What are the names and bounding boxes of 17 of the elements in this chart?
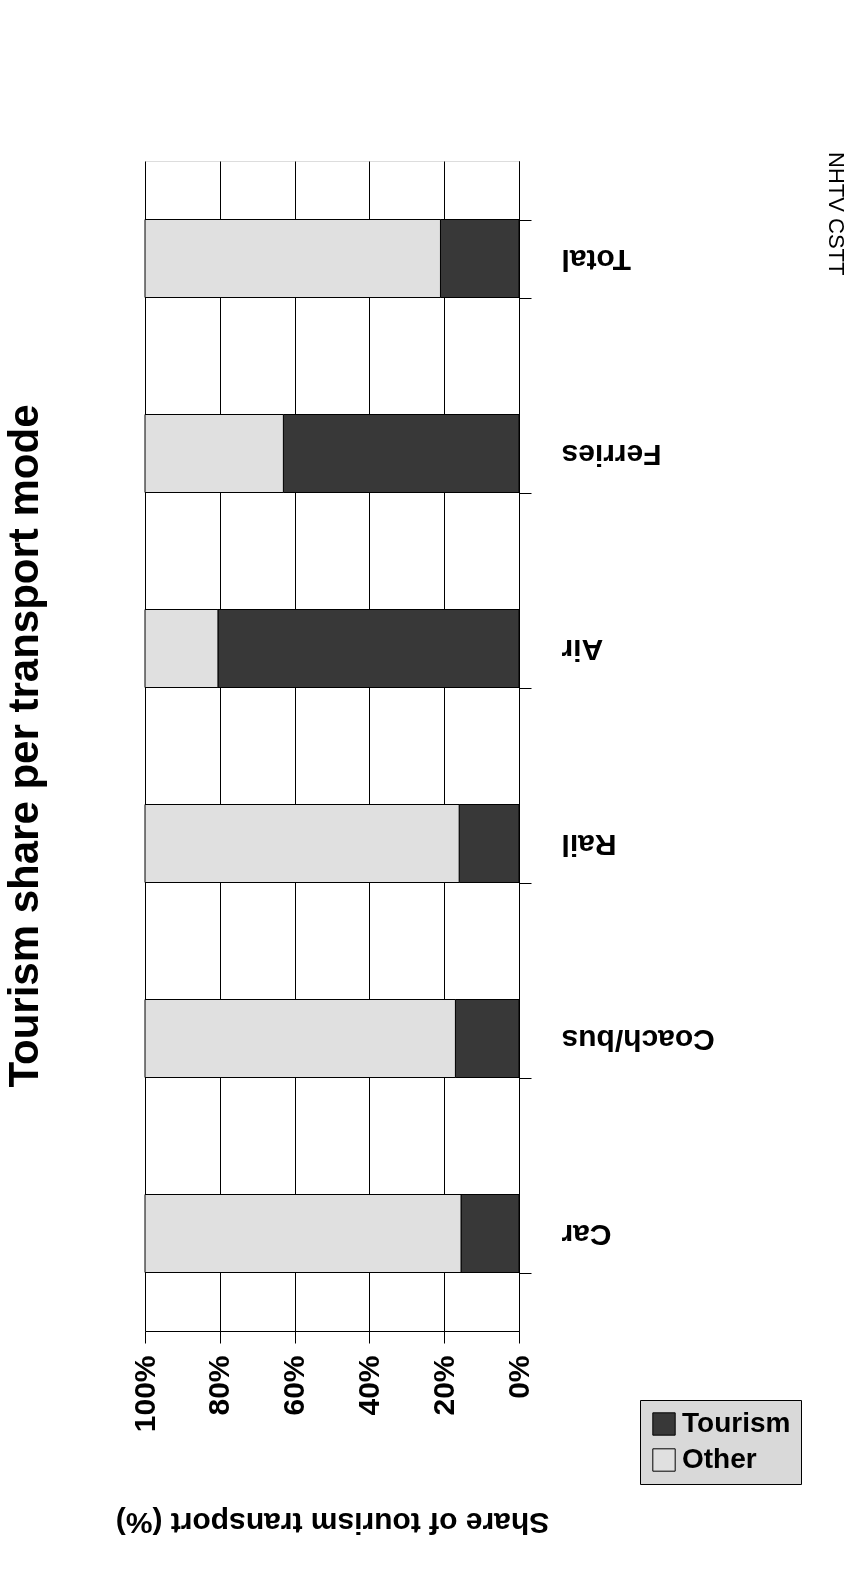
x-tick-label: 40% [351,1355,385,1416]
y-tick-label: Coach/bus [561,1024,715,1057]
y-tick-label: Ferries [561,439,662,472]
x-tick-label: 20% [426,1355,460,1416]
y-tick-label: Car [561,1219,612,1252]
x-tick-label: 60% [277,1355,311,1416]
y-tick-label: Air [561,634,604,667]
x-tick-label: 100% [127,1355,161,1433]
x-axis-title: Share of tourism transport (%) [115,1507,550,1541]
legend-label: Tourism [682,1407,791,1438]
x-tick-label: 80% [202,1355,236,1416]
y-tick-label: Rail [561,829,617,862]
x-tick-label: 0% [501,1355,535,1399]
legend-label: Other [682,1443,757,1474]
text: Tourism share per transport mode [0,404,48,1088]
text: NHTV CSTT [824,152,848,276]
y-tick-label: Total [561,244,631,277]
